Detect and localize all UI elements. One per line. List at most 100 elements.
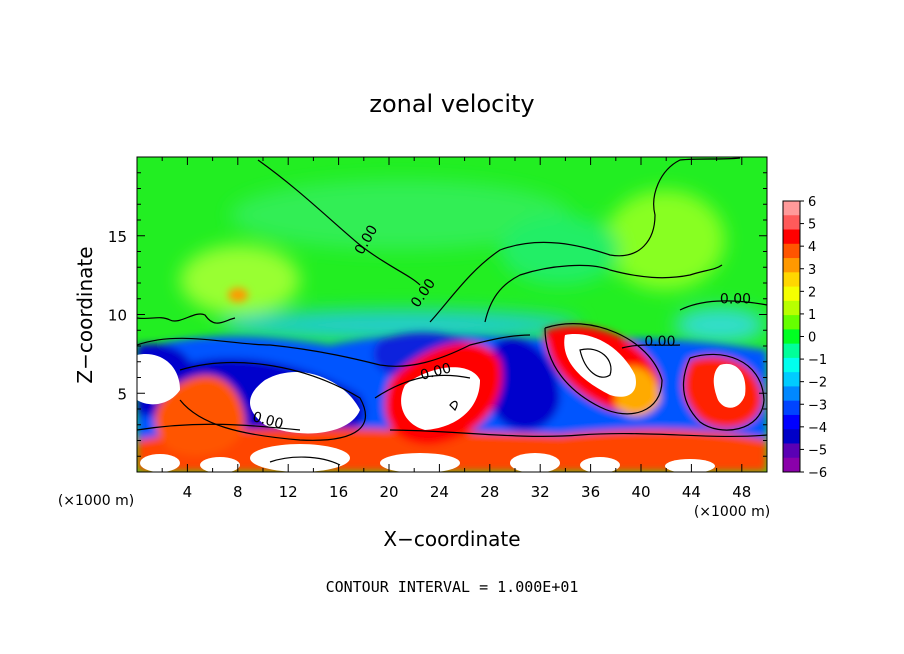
colorbar-tick-label: 0 — [808, 331, 816, 346]
x-tick-label: 4 — [183, 483, 193, 501]
colorbar-swatch — [783, 300, 800, 316]
colorbar-swatch — [783, 243, 800, 259]
clipped-region-bottom — [510, 453, 560, 472]
field-weak-negative-zone — [230, 180, 570, 250]
x-tick-label: 20 — [379, 483, 398, 501]
colorbar: 6 5 4 3 2 1 0 −1 −2 −3 −4 −5 −6 — [782, 195, 827, 481]
colorbar-swatch — [783, 286, 800, 302]
x-tick-label: 16 — [329, 483, 348, 501]
x-tick-label: 40 — [631, 483, 650, 501]
contour-line — [544, 323, 663, 415]
contour-label: 0.00 — [644, 334, 675, 350]
y-tick-label: 15 — [108, 228, 127, 246]
y-tick-label: 10 — [108, 307, 127, 325]
colorbar-tick-label: 4 — [808, 240, 816, 255]
clipped-negative-region — [250, 371, 360, 434]
x-tick-label: 12 — [279, 483, 298, 501]
colorbar-swatch — [783, 372, 800, 387]
clipped-region-bottom — [665, 459, 715, 472]
colorbar-swatch — [783, 400, 800, 416]
clipped-region-bottom — [580, 457, 620, 472]
field-negative-zone — [675, 307, 765, 343]
colorbar-swatch — [783, 357, 800, 373]
chart-title: zonal velocity — [369, 90, 534, 118]
x-tick-label: 8 — [233, 483, 243, 501]
contour-line — [389, 429, 767, 438]
x-tick-label: 44 — [682, 483, 701, 501]
contour-line — [449, 400, 458, 411]
field-positive-zone — [180, 245, 300, 315]
field-negative-cell — [485, 338, 560, 431]
y-tick-label: 5 — [117, 385, 127, 403]
colorbar-tick-label: 5 — [808, 218, 816, 233]
x-tick-label: 28 — [480, 483, 499, 501]
colorbar-tick-label: −3 — [808, 398, 827, 413]
clipped-positive-region — [713, 363, 746, 408]
colorbar-tick-label: −6 — [808, 466, 827, 481]
field-positive-core — [228, 288, 248, 302]
colorbar-swatch — [783, 329, 800, 345]
colorbar-swatch — [783, 457, 800, 473]
x-tick-label: 24 — [430, 483, 449, 501]
field-negative-zone — [220, 310, 580, 340]
y-axis-label: Z−coordinate — [73, 246, 97, 383]
colorbar-swatch — [783, 315, 800, 330]
x-unit-right: (×1000 m) — [694, 504, 770, 520]
colorbar-swatch — [783, 443, 800, 459]
colorbar-swatch — [783, 229, 800, 245]
colorbar-tick-label: −5 — [808, 443, 827, 458]
colorbar-swatch — [783, 386, 800, 402]
contour-label: 0.00 — [251, 409, 285, 433]
contour-line — [682, 353, 765, 431]
colorbar-swatch — [783, 258, 800, 273]
contour-line — [137, 423, 301, 431]
x-unit-left: (×1000 m) — [58, 493, 134, 509]
colorbar-swatch — [783, 429, 800, 444]
clipped-region-bottom — [140, 454, 180, 472]
contour-line — [579, 348, 612, 378]
colorbar-swatch — [783, 414, 800, 430]
contour-line — [137, 334, 531, 367]
contour-line — [179, 362, 366, 441]
contour-line — [429, 157, 741, 323]
field-weak-negative-zone — [500, 215, 620, 285]
colorbar-tick-label: 6 — [808, 195, 816, 210]
clipped-region-bottom — [200, 457, 240, 472]
contour-line — [621, 344, 681, 349]
x-tick-label: 32 — [531, 483, 550, 501]
clipped-negative-region — [137, 354, 180, 405]
colorbar-swatch — [783, 201, 800, 216]
colorbar-swatch — [783, 215, 800, 231]
clipped-region-bottom — [380, 453, 460, 472]
field-positive-zone — [605, 190, 725, 290]
field-positive-cell — [155, 375, 245, 456]
x-axis-label: X−coordinate — [383, 527, 520, 551]
contour-line — [374, 374, 471, 399]
colorbar-swatch — [783, 272, 800, 288]
colorbar-tick-label: −2 — [808, 376, 827, 391]
colorbar-tick-label: 2 — [808, 285, 816, 300]
colorbar-tick-label: −1 — [808, 353, 827, 368]
y-axis-ticks: 5 10 15 — [108, 172, 767, 457]
x-axis-ticks: 4 8 12 16 20 24 28 32 36 40 44 48 — [161, 157, 751, 501]
colorbar-tick-label: 3 — [808, 263, 816, 278]
colorbar-swatch — [783, 343, 800, 359]
clipped-positive-region — [401, 367, 480, 430]
contour-line — [484, 264, 723, 323]
contour-label: 0.00 — [419, 360, 453, 384]
contour-interval-note: CONTOUR INTERVAL = 1.000E+01 — [326, 578, 579, 596]
contour-line — [679, 300, 767, 311]
clipped-region-bottom — [250, 444, 350, 472]
x-tick-label: 48 — [732, 483, 751, 501]
contour-line — [137, 313, 236, 324]
contour-lines — [137, 157, 767, 466]
contour-label: 0.00 — [720, 291, 751, 307]
contour-line — [257, 159, 421, 286]
heatmap-field — [137, 157, 767, 472]
contour-line — [269, 456, 341, 466]
colorbar-tick-label: −4 — [808, 421, 827, 436]
colorbar-tick-label: 1 — [808, 308, 816, 323]
x-tick-label: 36 — [581, 483, 600, 501]
